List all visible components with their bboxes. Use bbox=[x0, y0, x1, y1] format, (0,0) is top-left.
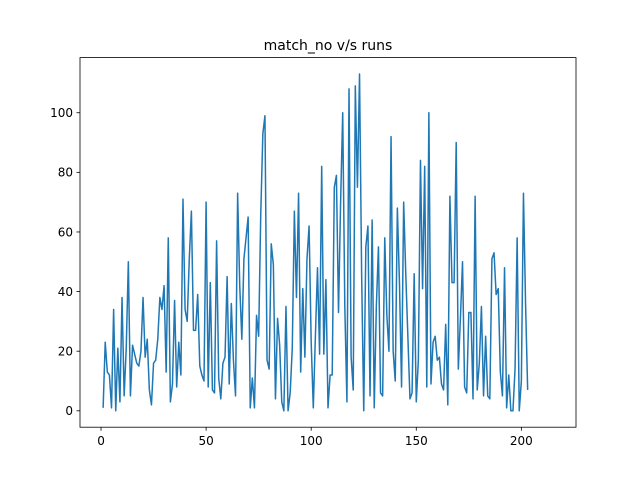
y-tick-label: 100 bbox=[50, 106, 73, 120]
axes-frame bbox=[79, 57, 577, 428]
x-tick-label: 150 bbox=[405, 434, 428, 448]
y-tick-label: 80 bbox=[58, 166, 73, 180]
y-tick-label: 40 bbox=[58, 285, 73, 299]
chart-title: match_no v/s runs bbox=[264, 38, 393, 54]
y-tick-label: 20 bbox=[58, 344, 73, 358]
plot-area bbox=[102, 73, 529, 412]
y-axis: 0 20 40 60 80 100 bbox=[50, 106, 80, 418]
y-tick-label: 60 bbox=[58, 225, 73, 239]
x-tick-label: 200 bbox=[510, 434, 533, 448]
x-tick-label: 0 bbox=[97, 434, 105, 448]
series-line bbox=[102, 73, 529, 412]
y-tick-label: 0 bbox=[65, 404, 73, 418]
x-tick-label: 100 bbox=[300, 434, 323, 448]
x-axis: 0 50 100 150 200 bbox=[97, 427, 533, 448]
x-tick-label: 50 bbox=[198, 434, 213, 448]
